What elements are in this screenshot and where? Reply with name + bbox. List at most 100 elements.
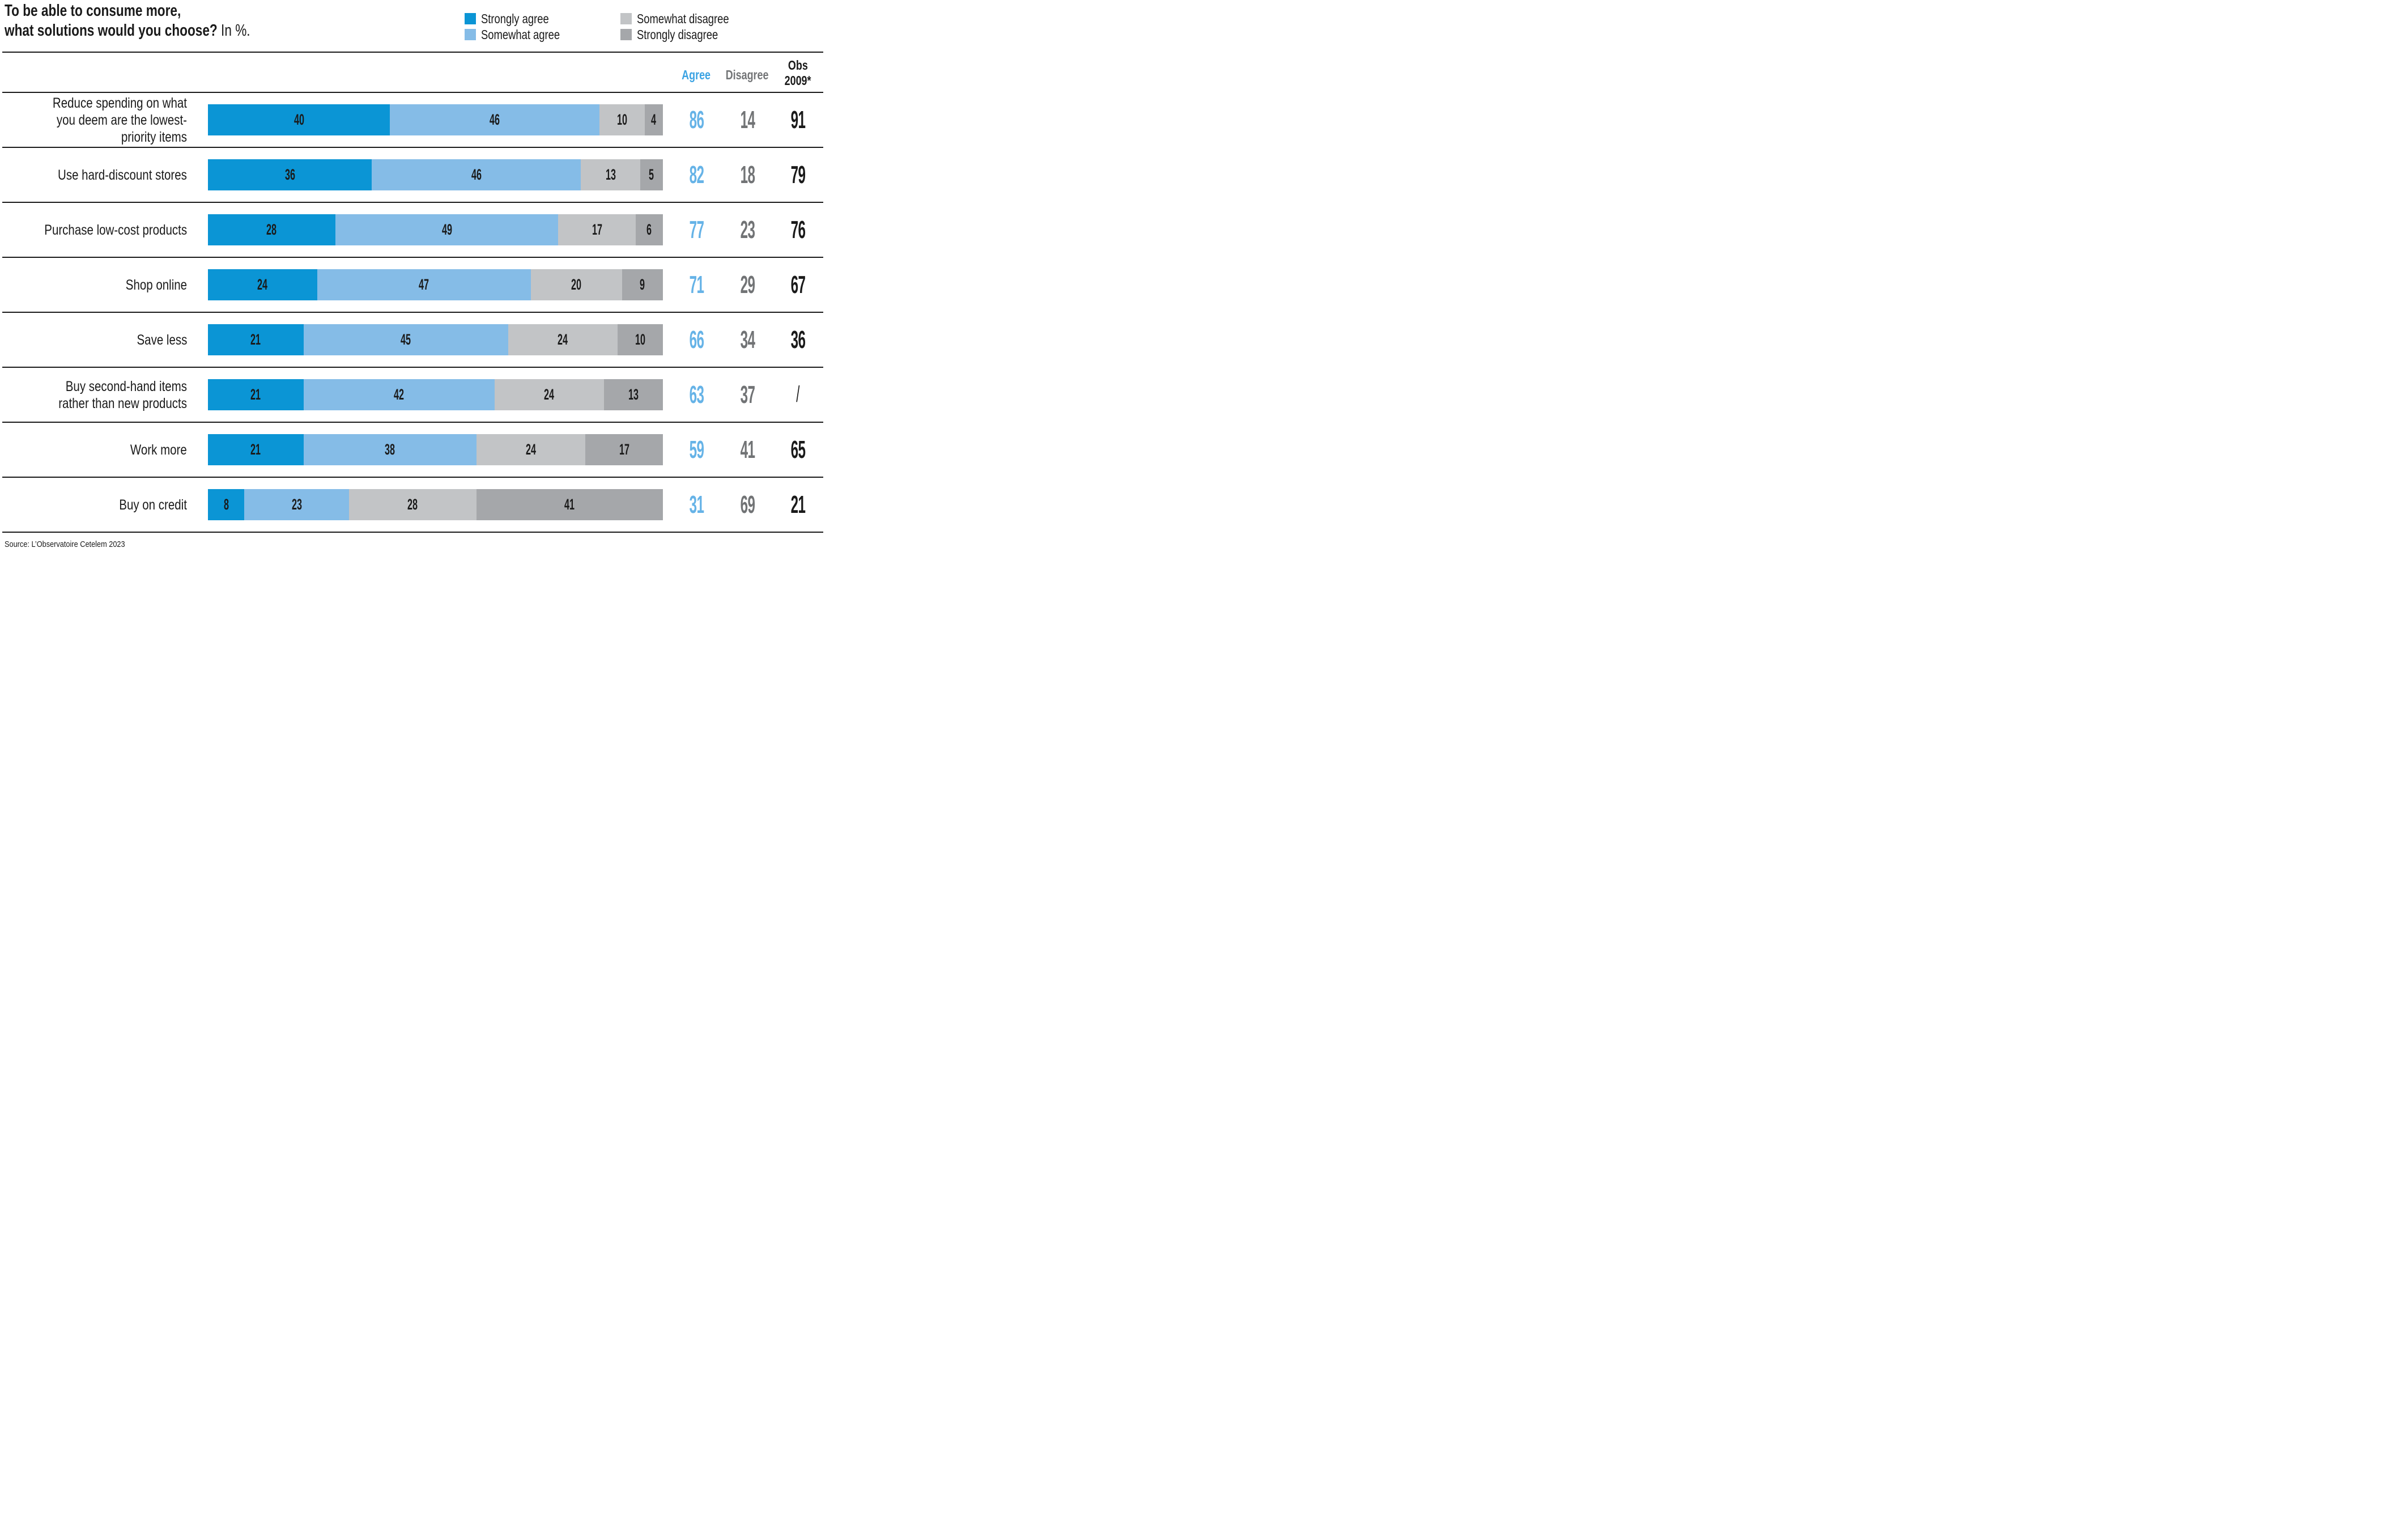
stacked-bar: 28 49 17 6 <box>208 214 663 245</box>
segment-value: 47 <box>419 276 429 293</box>
obs-2009-value-text: / <box>796 382 799 407</box>
agree-total: 77 <box>662 203 730 257</box>
segment-value: 13 <box>628 386 639 403</box>
disagree-total: 37 <box>713 368 781 422</box>
bar-segment-strongly-agree: 21 <box>208 434 304 465</box>
legend-label: Somewhat agree <box>481 27 560 42</box>
disagree-total-text: 14 <box>740 105 755 134</box>
table-row: Shop online 24 47 20 9 71 29 67 <box>2 258 823 313</box>
chart-title-unit: In %. <box>221 22 250 40</box>
disagree-total: 69 <box>713 478 781 532</box>
stacked-bar: 24 47 20 9 <box>208 269 663 300</box>
bar-segment-somewhat-disagree: 17 <box>558 214 636 245</box>
obs-2009-value-text: 21 <box>790 490 805 519</box>
strongly-disagree-swatch <box>620 29 632 40</box>
segment-value: 20 <box>571 276 582 293</box>
segment-value: 21 <box>250 441 261 458</box>
disagree-total: 29 <box>713 258 781 312</box>
segment-value: 40 <box>293 111 304 128</box>
bar-segment-strongly-agree: 36 <box>208 159 372 190</box>
somewhat-disagree-swatch <box>620 13 632 24</box>
disagree-total-text: 18 <box>740 160 755 189</box>
bar-segment-strongly-disagree: 9 <box>622 269 663 300</box>
obs-2009-value: / <box>764 368 832 422</box>
segment-value: 36 <box>284 166 295 183</box>
agree-total-text: 66 <box>689 325 704 354</box>
agree-total: 59 <box>662 423 730 477</box>
bar-segment-somewhat-disagree: 24 <box>494 379 604 410</box>
stacked-bar: 21 45 24 10 <box>208 324 663 355</box>
bar-segment-somewhat-agree: 23 <box>244 489 349 520</box>
table-row: Buy second-hand items rather than new pr… <box>2 368 823 423</box>
row-label: Buy on credit <box>5 478 187 532</box>
bar-segment-strongly-agree: 21 <box>208 379 304 410</box>
stacked-bar: 21 42 24 13 <box>208 379 663 410</box>
legend-item-strongly-agree: Strongly agree <box>465 11 580 27</box>
chart-title-line1: To be able to consume more, <box>5 2 181 20</box>
obs-2009-value: 76 <box>764 203 832 257</box>
agree-total-text: 82 <box>689 160 704 189</box>
bar-segment-somewhat-disagree: 13 <box>581 159 640 190</box>
segment-value: 6 <box>646 221 652 238</box>
legend-item-somewhat-disagree: Somewhat disagree <box>620 11 752 27</box>
chart-title: To be able to consume more, what solutio… <box>5 1 250 41</box>
bar-segment-strongly-agree: 8 <box>208 489 245 520</box>
legend-label: Strongly agree <box>481 11 549 26</box>
segment-value: 9 <box>640 276 645 293</box>
disagree-total-text: 23 <box>740 215 755 244</box>
obs-2009-value-text: 76 <box>790 215 805 244</box>
segment-value: 46 <box>471 166 482 183</box>
stacked-bar: 21 38 24 17 <box>208 434 663 465</box>
segment-value: 17 <box>592 221 602 238</box>
segment-value: 24 <box>526 441 537 458</box>
bar-segment-strongly-disagree: 17 <box>585 434 663 465</box>
disagree-total: 14 <box>713 93 781 147</box>
segment-value: 5 <box>649 166 654 183</box>
bar-segment-somewhat-disagree: 24 <box>508 324 618 355</box>
bar-segment-strongly-agree: 24 <box>208 269 317 300</box>
segment-value: 49 <box>441 221 452 238</box>
legend-label: Strongly disagree <box>637 27 718 42</box>
agree-total: 66 <box>662 313 730 367</box>
row-label: Purchase low-cost products <box>5 203 187 257</box>
row-label: Use hard-discount stores <box>5 148 187 202</box>
row-label: Shop online <box>5 258 187 312</box>
segment-value: 24 <box>544 386 555 403</box>
disagree-total-text: 69 <box>740 490 755 519</box>
agree-total-text: 59 <box>689 435 704 464</box>
bar-segment-strongly-disagree: 10 <box>617 324 663 355</box>
somewhat-agree-swatch <box>465 29 476 40</box>
bar-segment-strongly-disagree: 13 <box>603 379 663 410</box>
bar-segment-somewhat-agree: 47 <box>317 269 531 300</box>
row-label-text: Shop online <box>125 277 187 293</box>
obs-2009-value: 79 <box>764 148 832 202</box>
stacked-bar: 36 46 13 5 <box>208 159 663 190</box>
disagree-total-text: 29 <box>740 270 755 299</box>
table-row: Reduce spending on what you deem are the… <box>2 93 823 148</box>
agree-total: 71 <box>662 258 730 312</box>
agree-total-text: 77 <box>689 215 704 244</box>
row-label-text: Reduce spending on what you deem are the… <box>52 95 188 145</box>
column-header-disagree: Disagree <box>726 67 769 82</box>
strongly-agree-swatch <box>465 13 476 24</box>
bar-segment-strongly-disagree: 4 <box>644 104 663 135</box>
obs-2009-value: 21 <box>764 478 832 532</box>
row-label: Buy second-hand items rather than new pr… <box>5 368 187 422</box>
agree-total-text: 63 <box>689 380 704 409</box>
disagree-total-text: 34 <box>740 325 755 354</box>
column-headers: Agree Disagree Obs 2009* <box>2 53 823 93</box>
stacked-bar: 8 23 28 41 <box>208 489 663 520</box>
segment-value: 24 <box>558 331 568 348</box>
segment-value: 23 <box>291 496 302 513</box>
disagree-total: 41 <box>713 423 781 477</box>
table-row: Work more 21 38 24 17 59 41 65 <box>2 423 823 478</box>
bar-segment-strongly-disagree: 41 <box>476 489 663 520</box>
segment-value: 8 <box>223 496 229 513</box>
bar-segment-somewhat-agree: 38 <box>303 434 477 465</box>
obs-2009-value: 65 <box>764 423 832 477</box>
segment-value: 38 <box>385 441 395 458</box>
bar-segment-somewhat-agree: 46 <box>390 104 599 135</box>
segment-value: 46 <box>489 111 500 128</box>
table-row: Purchase low-cost products 28 49 17 6 77 23 76 <box>2 203 823 258</box>
bar-segment-strongly-agree: 40 <box>208 104 390 135</box>
